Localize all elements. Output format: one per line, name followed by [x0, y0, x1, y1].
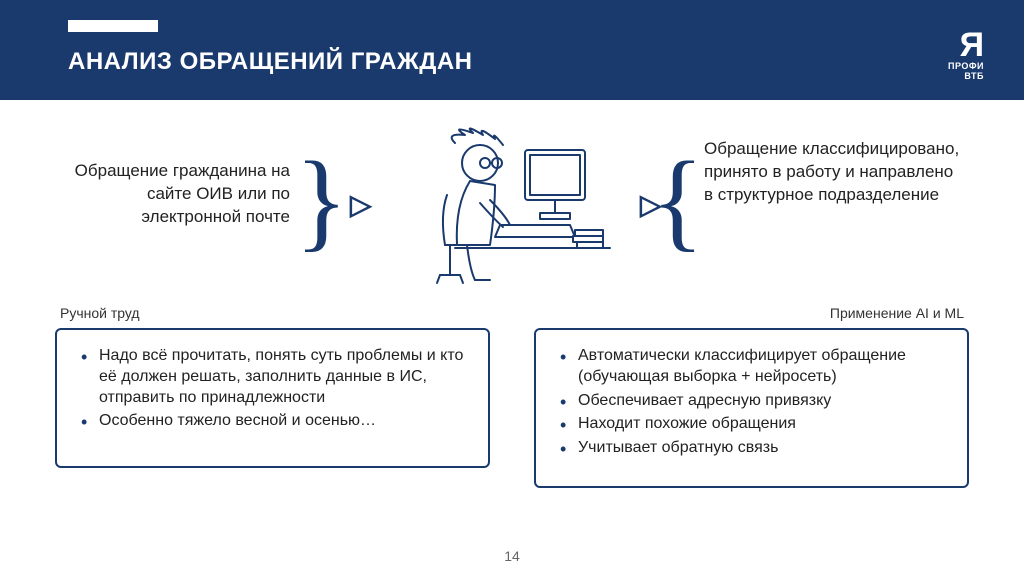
list-item: Особенно тяжело весной и осенью…: [81, 411, 468, 432]
ai-ml-list: Автоматически классифицирует обращение (…: [560, 346, 947, 459]
list-item: Автоматически классифицирует обращение (…: [560, 346, 947, 388]
manual-work-box: Надо всё прочитать, понять суть проблемы…: [55, 328, 490, 468]
ai-ml-label: Применение AI и ML: [830, 305, 964, 321]
slide-header: АНАЛИЗ ОБРАЩЕНИЙ ГРАЖДАН Я ПРОФИ ВТБ: [0, 0, 1024, 100]
page-number: 14: [504, 548, 520, 564]
worker-computer-illustration: [395, 125, 625, 295]
list-item: Находит похожие обращения: [560, 414, 947, 435]
logo-main: Я: [948, 28, 984, 62]
worker-svg-icon: [395, 125, 625, 295]
process-flow: Обращение гражданина на сайте ОИВ или по…: [0, 120, 1024, 300]
logo-sub-2: ВТБ: [948, 72, 984, 82]
arrow-icon: ▷: [350, 188, 372, 221]
brace-right-icon: {: [651, 145, 704, 255]
brace-left-icon: }: [295, 145, 348, 255]
slide-title: АНАЛИЗ ОБРАЩЕНИЙ ГРАЖДАН: [68, 48, 472, 76]
header-accent-bar: [68, 20, 158, 32]
list-item: Обеспечивает адресную привязку: [560, 391, 947, 412]
brand-logo: Я ПРОФИ ВТБ: [948, 28, 984, 82]
ai-ml-box: Автоматически классифицирует обращение (…: [534, 328, 969, 488]
manual-work-label: Ручной труд: [60, 305, 140, 321]
flow-input-text: Обращение гражданина на сайте ОИВ или по…: [60, 160, 290, 229]
slide-content: Обращение гражданина на сайте ОИВ или по…: [0, 100, 1024, 574]
manual-work-list: Надо всё прочитать, понять суть проблемы…: [81, 346, 468, 432]
flow-output-text: Обращение классифицировано, принято в ра…: [704, 138, 964, 207]
list-item: Учитывает обратную связь: [560, 438, 947, 459]
list-item: Надо всё прочитать, понять суть проблемы…: [81, 346, 468, 408]
